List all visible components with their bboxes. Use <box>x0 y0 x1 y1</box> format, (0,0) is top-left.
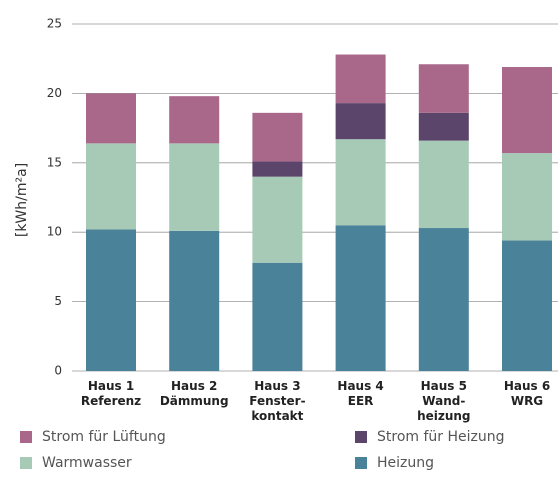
bar-segment <box>252 176 303 263</box>
bar-segment <box>335 54 386 104</box>
x-tick-label-line: Wand- <box>422 394 465 408</box>
bar-segment <box>502 153 552 241</box>
bar-segment <box>335 225 386 371</box>
x-tick-label: Haus 2 Dämmung <box>160 379 229 408</box>
bar-segment <box>502 240 552 371</box>
y-tick-label: 5 <box>54 294 62 308</box>
legend-label: Strom für Lüftung <box>42 429 166 445</box>
legend-label: Heizung <box>377 455 434 471</box>
x-tick-label-line: Referenz <box>81 394 141 408</box>
bar-segment <box>252 262 303 371</box>
bar-segment <box>418 64 469 113</box>
bar-segment <box>86 143 136 230</box>
legend-swatch <box>355 431 367 443</box>
x-tick-label: Haus 3 Fenster-kontakt <box>249 379 305 423</box>
bar-segment <box>335 139 386 226</box>
legend-swatch <box>355 457 367 469</box>
bar-segment <box>418 140 469 229</box>
legend-swatch <box>20 431 32 443</box>
legend-swatch <box>20 457 32 469</box>
x-tick-label-line: Haus 4 <box>337 379 383 393</box>
bar-segment <box>169 230 220 371</box>
x-tick-label-line: Haus 1 <box>88 379 134 393</box>
legend-label: Strom für Heizung <box>377 429 505 445</box>
y-tick-label: 10 <box>47 225 62 239</box>
bar-segment <box>252 112 303 162</box>
x-tick-label: Haus 4 EER <box>337 379 383 408</box>
x-tick-label-line: Fenster- <box>249 394 305 408</box>
x-tick-label-line: Haus 2 <box>171 379 217 393</box>
x-tick-label-line: heizung <box>417 409 470 423</box>
x-tick-label-line: Haus 3 <box>254 379 300 393</box>
y-tick-label: 15 <box>47 155 62 169</box>
bar-segment <box>86 229 136 371</box>
bar-segment <box>169 143 220 231</box>
x-tick-label: Haus 6 WRG <box>504 379 550 408</box>
x-tick-label-line: kontakt <box>251 409 303 423</box>
y-tick-label: 25 <box>47 17 62 31</box>
x-tick-label-line: EER <box>348 394 374 408</box>
legend-label: Warmwasser <box>42 455 132 471</box>
bar-segment <box>335 103 386 140</box>
bar-segment <box>86 93 136 144</box>
y-axis-label: [kWh/m²a] <box>14 163 30 237</box>
x-tick-label-line: Dämmung <box>160 394 229 408</box>
bar-segment <box>169 96 220 144</box>
bar-segment <box>418 112 469 141</box>
y-tick-label: 0 <box>54 364 62 378</box>
bar-segment <box>418 228 469 371</box>
bar-segment <box>252 161 303 177</box>
x-tick-label-line: Haus 5 <box>421 379 467 393</box>
x-tick-label-line: Haus 6 <box>504 379 550 393</box>
y-tick-label: 20 <box>47 86 62 100</box>
x-tick-label: Haus 1 Referenz <box>81 379 141 408</box>
bar-segment <box>502 67 552 154</box>
x-tick-label: Haus 5 Wand-heizung <box>417 379 470 423</box>
x-tick-label-line: WRG <box>511 394 543 408</box>
